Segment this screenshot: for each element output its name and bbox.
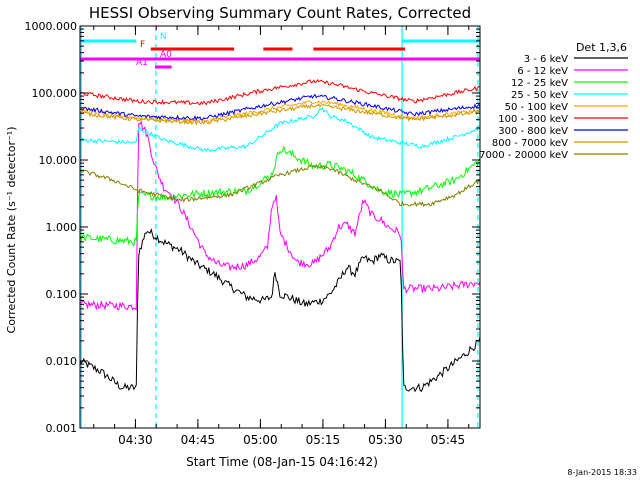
x-tick-label-0: 04:30 (118, 433, 153, 447)
timestamp: 8-Jan-2015 18:33 (567, 468, 637, 477)
y-tick-label-4: 0.100 (46, 288, 78, 301)
y-tick-label-6: 0.001 (46, 422, 78, 435)
legend-label-3: 25 - 50 keV (511, 90, 568, 101)
legend-label-7: 800 - 7000 keV (492, 138, 568, 149)
x-tick-label-2: 05:00 (243, 433, 278, 447)
plot-area: N F A0 A1 1000.000 100.000 10.000 1.000 0.100 0.0… (25, 20, 481, 447)
series-line-3 (79, 106, 481, 153)
y-tick-label-1: 100.000 (32, 87, 78, 100)
y-tick-label-2: 10.000 (39, 154, 78, 167)
legend-label-6: 300 - 800 keV (498, 126, 568, 137)
series-line-7 (79, 103, 481, 126)
legend-title: Det 1,3,6 (576, 41, 627, 54)
flag-label-A1: A1 (136, 58, 148, 68)
y-axis-label: Corrected Count Rate (s⁻¹ detector⁻¹) (5, 127, 18, 334)
x-axis-label: Start Time (08-Jan-15 04:16:42) (186, 455, 378, 469)
legend-label-8: 7000 - 20000 keV (479, 150, 568, 161)
legend-label-1: 6 - 12 keV (517, 66, 568, 77)
series-line-1 (79, 120, 481, 312)
legend-label-5: 100 - 300 keV (498, 114, 568, 125)
y-tick-label-0: 1000.000 (25, 20, 78, 33)
x-tick-label-1: 04:45 (181, 433, 216, 447)
y-tick-label-3: 1.000 (46, 221, 78, 234)
y-tick-label-5: 0.010 (46, 355, 78, 368)
flag-label-F: F (140, 40, 145, 50)
flag-label-N: N (160, 32, 167, 42)
legend-label-0: 3 - 6 keV (524, 54, 568, 65)
flag-label-A0: A0 (160, 50, 172, 60)
x-tick-label-5: 05:45 (431, 433, 466, 447)
x-tick-label-4: 05:30 (368, 433, 403, 447)
series-line-6 (79, 93, 481, 121)
legend-label-2: 12 - 25 keV (511, 78, 568, 89)
series-line-5 (79, 79, 481, 106)
x-tick-label-3: 05:15 (306, 433, 341, 447)
legend-label-4: 50 - 100 keV (505, 102, 569, 113)
series-line-8 (79, 164, 481, 208)
series-line-0 (79, 228, 481, 393)
chart-title: HESSI Observing Summary Count Rates, Cor… (89, 4, 471, 22)
